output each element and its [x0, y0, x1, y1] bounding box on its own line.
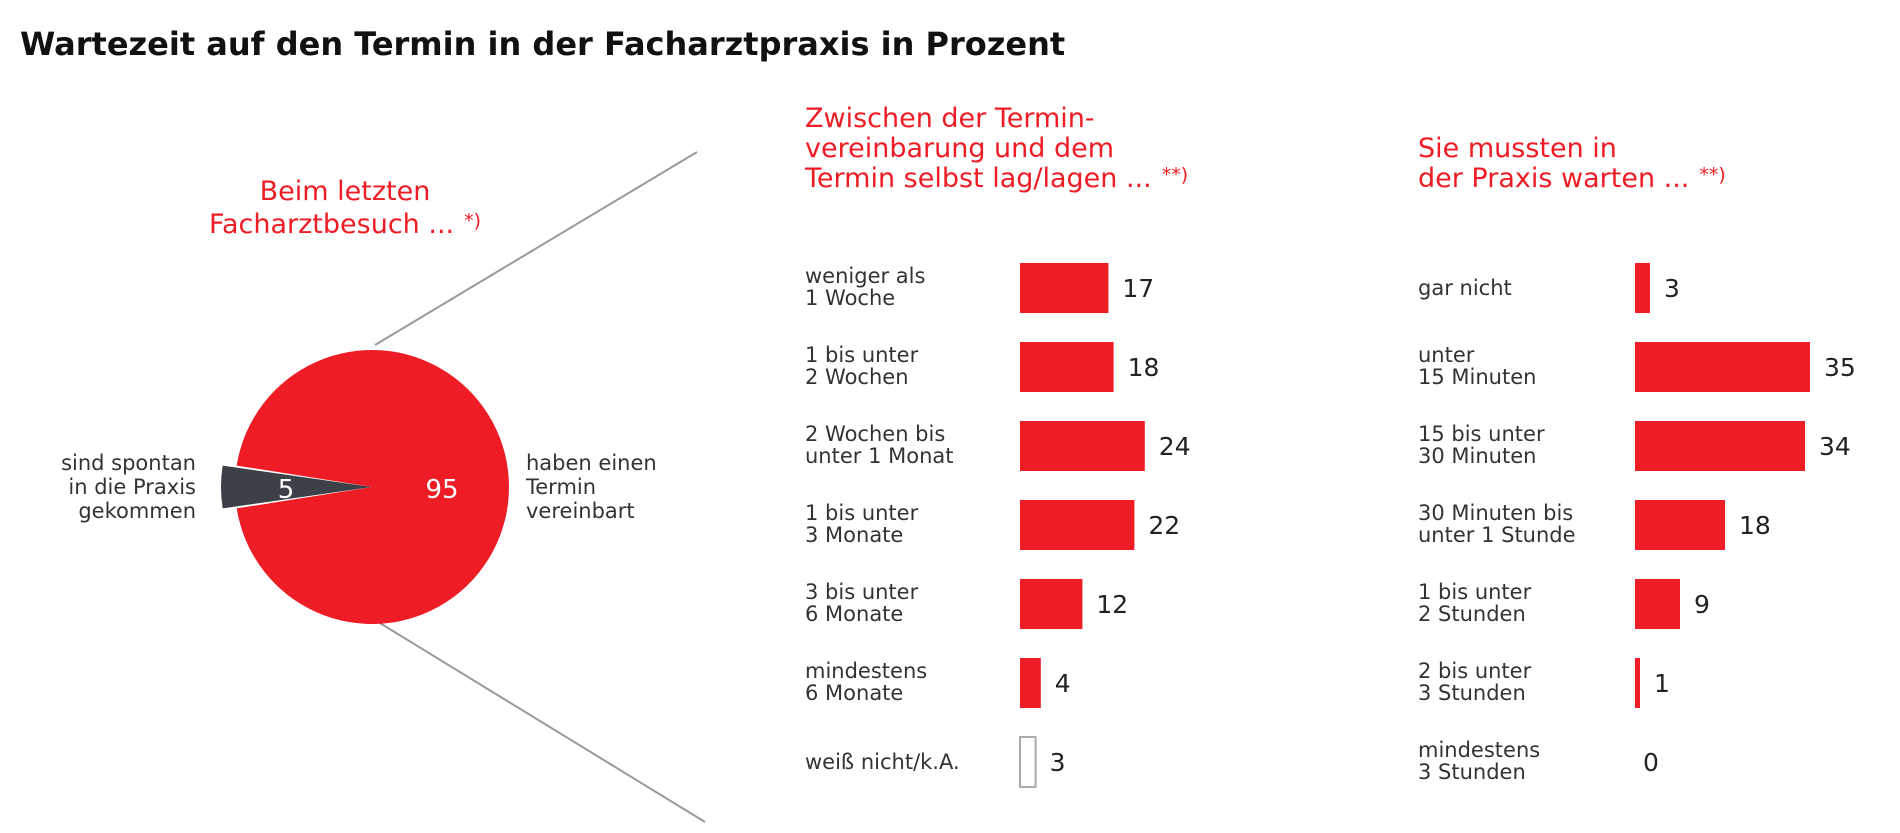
data-label: 0	[1643, 748, 1659, 777]
category-label: 30 Minuten bis unter 1 Stunde	[1418, 501, 1576, 547]
bar-subtitle-1: Zwischen der Termin-vereinbarung und dem…	[804, 103, 1188, 194]
category-label: unter 15 Minuten	[1418, 343, 1536, 389]
data-label: 3	[1050, 748, 1066, 777]
bar	[1635, 500, 1725, 550]
bar	[1635, 421, 1805, 471]
data-label: 12	[1096, 590, 1128, 619]
data-label: 18	[1739, 511, 1771, 540]
data-label: 24	[1159, 432, 1191, 461]
bar	[1020, 579, 1083, 629]
pie-label-appointment: haben einen Termin vereinbart	[525, 451, 657, 523]
data-label: 35	[1824, 353, 1856, 382]
bar	[1020, 658, 1041, 708]
category-label: 15 bis unter 30 Minuten	[1418, 422, 1545, 468]
category-label: 1 bis unter 2 Wochen	[805, 343, 919, 389]
category-label: mindestens 3 Stunden	[1418, 738, 1540, 784]
data-label: 4	[1055, 669, 1071, 698]
category-label: weiß nicht/k.A.	[805, 750, 960, 774]
connector-lines	[374, 151, 706, 823]
pie-value-appointment: 95	[425, 475, 458, 505]
bar	[1020, 263, 1109, 313]
bar	[1019, 736, 1037, 788]
connector-line-top	[374, 151, 698, 346]
pie-subtitle: Beim letzten Facharztbesuch ... *)	[209, 176, 481, 240]
category-label: 2 bis unter 3 Stunden	[1418, 659, 1532, 705]
category-label: 1 bis unter 2 Stunden	[1418, 580, 1532, 626]
pie-label-spontaneous: sind spontan in die Praxis gekommen	[61, 451, 196, 523]
bar	[1635, 579, 1680, 629]
connector-line-bottom	[374, 619, 706, 823]
data-label: 34	[1819, 432, 1851, 461]
pie-chart: 95 5 haben einen Termin vereinbart sind spont…	[61, 176, 657, 624]
data-label: 22	[1148, 511, 1180, 540]
category-label: weniger als 1 Woche	[805, 264, 925, 310]
category-label: 3 bis unter 6 Monate	[805, 580, 919, 626]
bar-chart-appointment-wait: Zwischen der Termin-vereinbarung und dem…	[804, 103, 1191, 788]
bar	[1020, 421, 1145, 471]
bar	[1020, 342, 1114, 392]
chart-title: Wartezeit auf den Termin in der Facharzt…	[20, 25, 1065, 63]
pie-slice-appointment	[236, 350, 509, 624]
bar	[1020, 500, 1135, 550]
category-label: gar nicht	[1418, 276, 1512, 300]
pie-value-spontaneous: 5	[278, 475, 295, 505]
bar	[1635, 263, 1650, 313]
data-label: 1	[1654, 669, 1670, 698]
category-label: 1 bis unter 3 Monate	[805, 501, 919, 547]
bar	[1635, 342, 1810, 392]
data-label: 18	[1128, 353, 1160, 382]
pie-slice-spontaneous	[221, 465, 372, 509]
category-label: 2 Wochen bis unter 1 Monat	[805, 422, 954, 468]
data-label: 3	[1664, 274, 1680, 303]
bar-chart-practice-wait: Sie mussten in der Praxis warten ... **) ga…	[1418, 133, 1856, 784]
data-label: 17	[1122, 274, 1154, 303]
bar	[1635, 658, 1640, 708]
bar-subtitle-2: Sie mussten in der Praxis warten ... **)	[1418, 133, 1726, 194]
category-label: mindestens 6 Monate	[805, 659, 927, 705]
data-label: 9	[1694, 590, 1710, 619]
